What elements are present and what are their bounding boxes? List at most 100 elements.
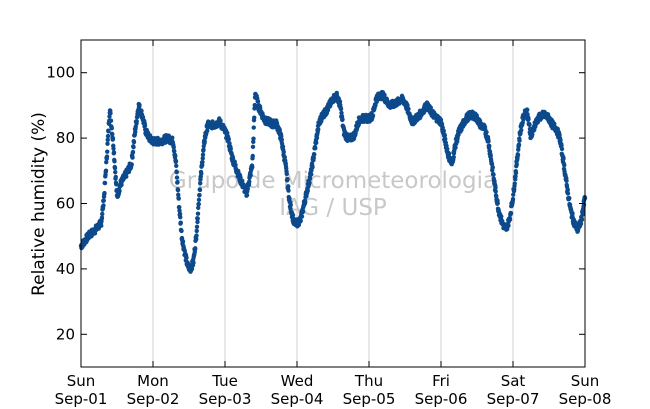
data-point (113, 169, 118, 175)
data-point (484, 129, 489, 135)
data-point (226, 136, 231, 142)
x-tick-label-date: Sep-05 (343, 390, 396, 408)
data-point (406, 106, 411, 112)
data-point (131, 139, 137, 145)
data-point (113, 174, 118, 180)
data-point (251, 125, 256, 130)
x-axis-ticks: SunSep-01MonSep-02TueSep-03WedSep-04ThuS… (55, 40, 612, 408)
data-point (200, 159, 205, 165)
data-point (248, 172, 253, 178)
data-point (196, 197, 202, 203)
data-point (101, 198, 106, 203)
data-point (405, 103, 410, 108)
data-point (310, 165, 315, 170)
data-point (451, 154, 456, 160)
data-point (195, 216, 200, 221)
data-point (103, 168, 109, 173)
data-point (195, 211, 201, 216)
data-point (176, 192, 181, 198)
data-point (176, 196, 181, 201)
data-point (340, 117, 345, 122)
data-point (228, 146, 233, 152)
x-tick-label-day: Thu (354, 372, 383, 390)
data-point (178, 220, 183, 225)
data-point (313, 146, 318, 151)
data-point (191, 260, 196, 265)
data-point (578, 221, 584, 226)
data-point (309, 172, 314, 177)
data-point (105, 133, 111, 139)
y-tick-label: 80 (56, 129, 75, 147)
x-tick-label-date: Sep-02 (127, 390, 180, 408)
data-point (339, 110, 344, 116)
y-tick-label: 40 (56, 260, 75, 278)
data-point (250, 153, 255, 159)
data-point (130, 155, 135, 160)
data-point (307, 180, 312, 186)
data-point (106, 129, 111, 134)
y-tick-label: 20 (56, 325, 75, 343)
data-point (279, 134, 284, 139)
data-point (130, 149, 136, 155)
data-point (281, 149, 286, 155)
data-point (100, 211, 105, 217)
data-point (442, 133, 447, 138)
data-point (486, 139, 491, 144)
data-point (567, 195, 572, 201)
data-point (526, 117, 531, 122)
data-point (194, 228, 199, 234)
data-point (197, 192, 202, 198)
data-point (287, 196, 292, 202)
data-point (515, 152, 521, 158)
data-point (111, 146, 116, 151)
data-point (250, 164, 255, 170)
data-point (124, 174, 129, 179)
data-point (290, 213, 296, 218)
data-point (174, 163, 179, 169)
data-point (510, 196, 516, 202)
data-point (445, 146, 450, 152)
data-point (177, 211, 183, 216)
data-point (565, 187, 570, 192)
data-point (488, 153, 493, 159)
x-tick-label-date: Sep-08 (559, 390, 612, 408)
data-point (117, 189, 122, 194)
data-point (184, 255, 189, 260)
data-point (137, 102, 142, 108)
data-point (284, 171, 289, 177)
data-point (300, 209, 306, 214)
x-tick-label-day: Tue (211, 372, 238, 390)
data-point (238, 175, 243, 180)
data-point (205, 128, 210, 133)
data-point (180, 239, 186, 244)
data-point (565, 191, 571, 196)
data-point (244, 192, 250, 198)
data-point (101, 203, 106, 208)
data-point (200, 152, 206, 157)
data-point (109, 126, 114, 131)
data-point (314, 140, 319, 145)
data-point (439, 122, 445, 127)
data-point (525, 107, 530, 113)
data-point (564, 178, 569, 184)
data-point (110, 131, 115, 137)
data-point (559, 146, 565, 152)
watermark: Grupo de Micrometeorologia IAG / USP (169, 168, 497, 221)
data-point (559, 143, 564, 148)
y-tick-label: 100 (46, 64, 75, 82)
data-point (197, 187, 203, 193)
data-point (201, 147, 206, 152)
x-tick-label-day: Fri (432, 372, 450, 390)
data-point (487, 143, 492, 149)
data-point (108, 118, 114, 123)
data-point (519, 127, 524, 133)
data-point (373, 102, 378, 108)
data-point (250, 144, 256, 149)
data-point (112, 159, 117, 164)
data-point (580, 212, 585, 217)
data-point (200, 156, 205, 161)
data-point (240, 178, 245, 183)
data-point (104, 154, 110, 159)
data-point (507, 217, 513, 222)
